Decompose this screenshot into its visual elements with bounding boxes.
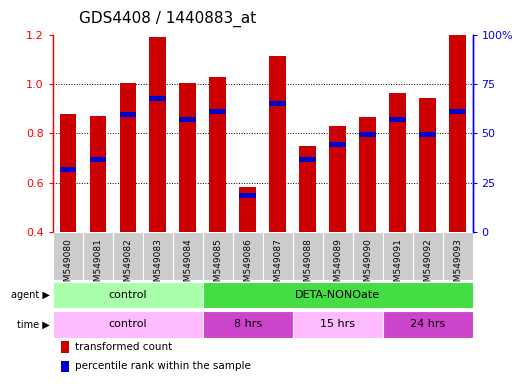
Bar [419,132,436,137]
Text: GSM549085: GSM549085 [213,238,222,293]
Bar [442,232,473,280]
Bar [83,232,113,280]
Text: GSM549082: GSM549082 [123,238,132,293]
Text: time ▶: time ▶ [17,319,50,329]
Bar [113,232,143,280]
Bar [293,232,323,280]
Bar [90,157,106,162]
Bar [419,98,436,232]
Bar [90,116,106,232]
Bar [203,232,233,280]
Bar [203,282,473,308]
Bar [239,193,256,198]
Text: GSM549087: GSM549087 [273,238,282,293]
Bar [180,83,196,232]
Bar [269,56,286,232]
Bar [360,132,376,137]
Text: 8 hrs: 8 hrs [233,319,262,329]
Bar [329,142,346,147]
Text: control: control [108,319,147,329]
Bar [383,311,473,338]
Text: 15 hrs: 15 hrs [320,319,355,329]
Bar [173,232,203,280]
Text: agent ▶: agent ▶ [11,290,50,300]
Text: GSM549084: GSM549084 [183,238,192,293]
Text: GSM549083: GSM549083 [153,238,162,293]
Text: GSM549080: GSM549080 [63,238,72,293]
Bar [449,109,466,114]
Bar [149,96,166,101]
Bar [143,232,173,280]
Text: transformed count: transformed count [75,342,172,352]
Bar [299,157,316,162]
Bar [389,93,406,232]
Bar [263,232,293,280]
Bar [360,118,376,232]
Bar [299,146,316,232]
Bar [53,282,203,308]
Bar [269,101,286,106]
Bar [210,76,226,232]
Text: GSM549090: GSM549090 [363,238,372,293]
Text: GDS4408 / 1440883_at: GDS4408 / 1440883_at [79,11,257,27]
Bar [203,311,293,338]
Text: GSM549088: GSM549088 [303,238,312,293]
Bar [353,232,383,280]
Bar [61,341,69,353]
Bar [449,35,466,232]
Text: control: control [108,290,147,300]
Bar [60,114,76,232]
Bar [323,232,353,280]
Bar [210,109,226,114]
Bar [60,167,76,172]
Bar [389,118,406,122]
Bar [61,361,69,372]
Text: GSM549093: GSM549093 [453,238,462,293]
Text: DETA-NONOate: DETA-NONOate [295,290,380,300]
Bar [53,232,83,280]
Bar [412,232,442,280]
Text: 24 hrs: 24 hrs [410,319,445,329]
Bar [329,126,346,232]
Bar [119,83,136,232]
Bar [180,118,196,122]
Bar [239,187,256,232]
Bar [149,37,166,232]
Bar [233,232,263,280]
Bar [383,232,412,280]
Bar [293,311,383,338]
Text: GSM549092: GSM549092 [423,238,432,293]
Text: GSM549081: GSM549081 [93,238,102,293]
Text: GSM549089: GSM549089 [333,238,342,293]
Bar [119,113,136,118]
Bar [53,311,203,338]
Text: percentile rank within the sample: percentile rank within the sample [75,361,251,371]
Text: GSM549086: GSM549086 [243,238,252,293]
Text: GSM549091: GSM549091 [393,238,402,293]
